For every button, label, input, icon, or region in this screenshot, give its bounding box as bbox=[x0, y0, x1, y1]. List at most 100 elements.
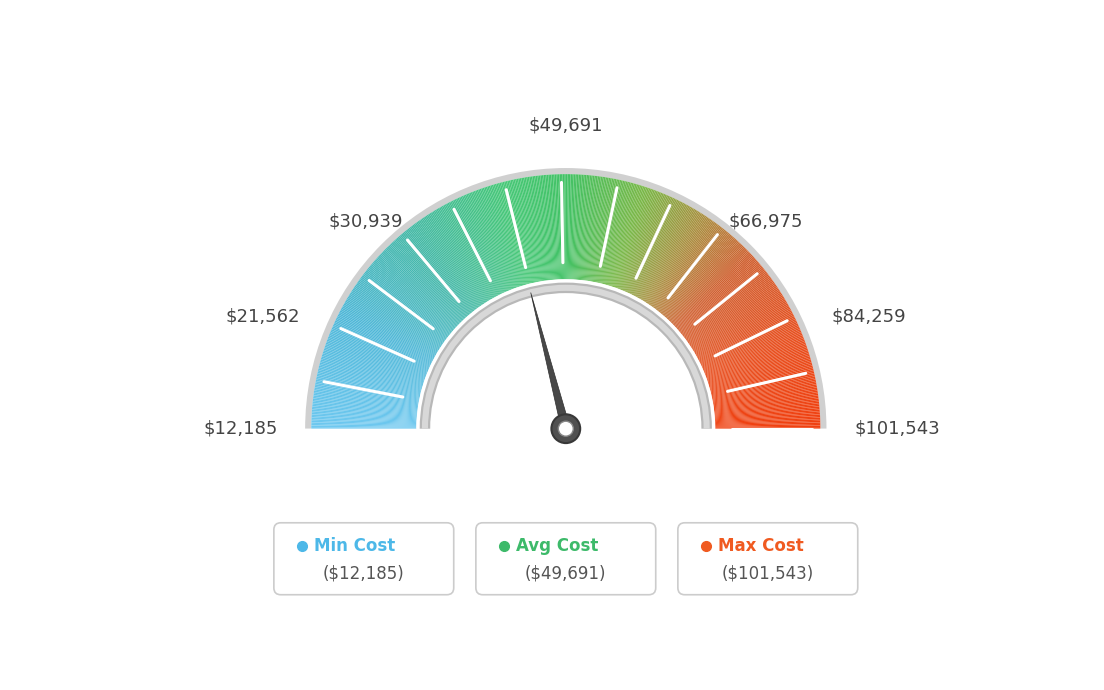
Wedge shape bbox=[337, 316, 432, 364]
Wedge shape bbox=[358, 280, 445, 342]
Wedge shape bbox=[614, 188, 649, 288]
Wedge shape bbox=[628, 197, 672, 293]
Wedge shape bbox=[586, 177, 603, 281]
Wedge shape bbox=[374, 260, 454, 331]
Wedge shape bbox=[312, 403, 417, 415]
Wedge shape bbox=[641, 210, 697, 301]
Wedge shape bbox=[631, 200, 680, 295]
Wedge shape bbox=[493, 184, 524, 286]
Wedge shape bbox=[392, 242, 464, 319]
Wedge shape bbox=[315, 387, 418, 405]
Wedge shape bbox=[574, 175, 582, 279]
Wedge shape bbox=[501, 182, 529, 284]
Wedge shape bbox=[664, 235, 733, 316]
Wedge shape bbox=[338, 315, 433, 362]
Wedge shape bbox=[478, 189, 516, 288]
Wedge shape bbox=[481, 188, 517, 288]
Wedge shape bbox=[715, 417, 820, 423]
Wedge shape bbox=[668, 243, 741, 320]
Wedge shape bbox=[554, 175, 560, 279]
Wedge shape bbox=[704, 333, 803, 374]
Wedge shape bbox=[383, 250, 459, 324]
Wedge shape bbox=[431, 212, 487, 302]
Wedge shape bbox=[625, 195, 668, 292]
Wedge shape bbox=[336, 317, 432, 364]
Wedge shape bbox=[626, 196, 670, 293]
Wedge shape bbox=[682, 270, 766, 336]
Wedge shape bbox=[639, 207, 692, 299]
Wedge shape bbox=[359, 279, 445, 342]
Wedge shape bbox=[712, 378, 816, 400]
Wedge shape bbox=[609, 185, 641, 286]
Wedge shape bbox=[312, 408, 417, 417]
Wedge shape bbox=[362, 275, 447, 339]
Wedge shape bbox=[316, 381, 420, 402]
Wedge shape bbox=[521, 178, 541, 282]
Wedge shape bbox=[677, 259, 756, 330]
Wedge shape bbox=[418, 220, 480, 307]
Wedge shape bbox=[666, 240, 737, 319]
Wedge shape bbox=[517, 179, 538, 282]
Wedge shape bbox=[333, 323, 429, 368]
Wedge shape bbox=[320, 359, 422, 389]
Wedge shape bbox=[667, 241, 739, 319]
Wedge shape bbox=[365, 270, 449, 336]
Wedge shape bbox=[427, 215, 485, 304]
Wedge shape bbox=[690, 288, 779, 347]
Wedge shape bbox=[440, 206, 493, 299]
Wedge shape bbox=[499, 183, 528, 284]
Wedge shape bbox=[352, 290, 440, 348]
Wedge shape bbox=[342, 306, 435, 357]
Wedge shape bbox=[660, 232, 728, 313]
Wedge shape bbox=[703, 328, 800, 371]
Wedge shape bbox=[606, 184, 637, 285]
Wedge shape bbox=[714, 400, 819, 413]
Wedge shape bbox=[569, 174, 572, 279]
Wedge shape bbox=[647, 215, 707, 304]
Wedge shape bbox=[698, 308, 790, 358]
Wedge shape bbox=[531, 177, 546, 281]
Wedge shape bbox=[710, 364, 813, 391]
Wedge shape bbox=[311, 411, 416, 420]
Wedge shape bbox=[694, 300, 786, 354]
Wedge shape bbox=[489, 186, 521, 286]
Wedge shape bbox=[390, 244, 463, 321]
FancyBboxPatch shape bbox=[274, 523, 454, 595]
Wedge shape bbox=[711, 372, 815, 396]
Wedge shape bbox=[715, 416, 820, 422]
Wedge shape bbox=[652, 221, 715, 308]
Wedge shape bbox=[671, 248, 746, 323]
Wedge shape bbox=[452, 200, 500, 295]
Wedge shape bbox=[470, 192, 511, 290]
Wedge shape bbox=[607, 184, 638, 286]
Wedge shape bbox=[638, 206, 690, 298]
Wedge shape bbox=[683, 273, 768, 338]
Wedge shape bbox=[654, 223, 716, 308]
Wedge shape bbox=[681, 266, 763, 334]
Wedge shape bbox=[710, 359, 811, 389]
Wedge shape bbox=[315, 386, 418, 404]
Wedge shape bbox=[708, 347, 807, 382]
Wedge shape bbox=[311, 426, 416, 428]
Wedge shape bbox=[572, 175, 577, 279]
Wedge shape bbox=[553, 175, 560, 279]
Wedge shape bbox=[585, 177, 601, 281]
Wedge shape bbox=[588, 177, 606, 281]
Wedge shape bbox=[510, 180, 534, 283]
Text: Max Cost: Max Cost bbox=[718, 538, 804, 555]
Wedge shape bbox=[316, 378, 420, 400]
Wedge shape bbox=[707, 344, 806, 380]
Wedge shape bbox=[410, 226, 475, 310]
Wedge shape bbox=[714, 402, 819, 414]
Wedge shape bbox=[640, 208, 694, 299]
Wedge shape bbox=[701, 319, 796, 365]
Wedge shape bbox=[535, 176, 549, 280]
Circle shape bbox=[559, 421, 573, 436]
Text: $30,939: $30,939 bbox=[328, 213, 403, 230]
Wedge shape bbox=[343, 304, 436, 356]
Wedge shape bbox=[705, 338, 804, 376]
Wedge shape bbox=[580, 175, 592, 280]
Wedge shape bbox=[572, 175, 578, 279]
Wedge shape bbox=[664, 237, 734, 317]
Wedge shape bbox=[592, 178, 612, 282]
